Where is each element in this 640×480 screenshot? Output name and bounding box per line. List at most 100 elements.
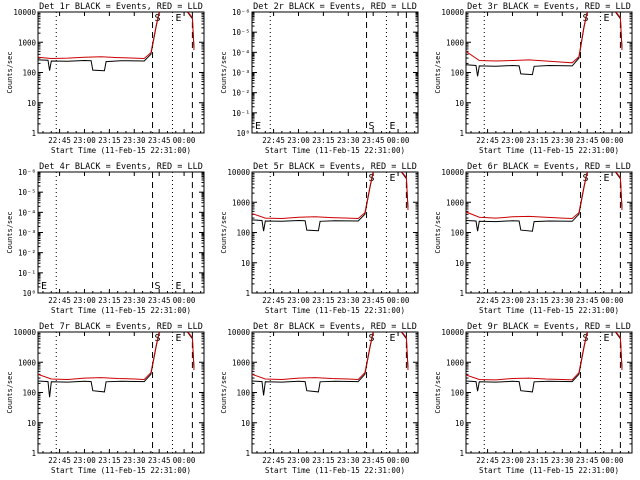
- y-tick-label: 10000: [441, 168, 464, 177]
- y-tick-label: 1: [459, 289, 464, 298]
- plot-frame: [251, 171, 419, 294]
- x-tick-label: 23:00: [287, 296, 310, 305]
- y-tick-label: 1000: [18, 358, 37, 367]
- y-tick-label: 100: [236, 389, 250, 398]
- x-tick-label: 00:00: [173, 296, 196, 305]
- marker-label-e: E: [603, 333, 609, 344]
- x-tick-label: 23:45: [576, 136, 599, 145]
- y-tick-label: 10⁰: [22, 289, 36, 298]
- x-tick-label: 23:45: [362, 296, 385, 305]
- lld-series-line: [466, 332, 623, 381]
- y-tick-label: 100: [236, 229, 250, 238]
- x-tick-label: 23:15: [312, 136, 335, 145]
- y-tick-label: 1000: [446, 38, 465, 47]
- y-tick-label: 10⁻¹: [232, 109, 250, 118]
- marker-label-e: E: [603, 173, 609, 184]
- x-tick-label: 23:45: [148, 296, 171, 305]
- panel-title: Det 8r BLACK = Events, RED = LLD: [253, 322, 417, 332]
- x-axis-label: Start Time (11-Feb-15 22:31:00): [51, 306, 191, 315]
- x-tick-label: 22:45: [262, 456, 285, 465]
- x-tick-label: 00:00: [173, 136, 196, 145]
- panel-title: Det 4r BLACK = Events, RED = LLD: [39, 162, 203, 172]
- x-tick-label: 22:45: [48, 296, 71, 305]
- panel-title: Det 5r BLACK = Events, RED = LLD: [253, 162, 417, 172]
- panel-title: Det 3r BLACK = Events, RED = LLD: [467, 2, 631, 12]
- x-tick-label: 23:30: [337, 136, 360, 145]
- x-tick-label: 00:00: [387, 296, 410, 305]
- plot-frame: [465, 11, 633, 134]
- x-tick-label: 23:30: [123, 296, 146, 305]
- x-axis-label: Start Time (11-Feb-15 22:31:00): [479, 306, 619, 315]
- plot-frame: [37, 11, 205, 134]
- y-axis-label: Counts/sec: [434, 51, 442, 93]
- x-axis-label: Start Time (11-Feb-15 22:31:00): [265, 146, 405, 155]
- x-tick-label: 23:15: [98, 456, 121, 465]
- plot-frame: [37, 331, 205, 454]
- y-tick-label: 10: [241, 259, 251, 268]
- y-tick-label: 10⁻⁶: [18, 168, 36, 177]
- marker-label-s: S: [369, 121, 375, 132]
- events-series-line: [252, 172, 409, 232]
- x-tick-label: 23:45: [362, 456, 385, 465]
- panel-det-3: Det 3r BLACK = Events, RED = LLD 22:45 23:…: [434, 2, 633, 155]
- x-tick-label: 23:15: [312, 456, 335, 465]
- y-tick-label: 10000: [227, 328, 250, 337]
- y-axis-label: Counts/sec: [6, 51, 14, 93]
- y-tick-label: 1: [31, 449, 36, 458]
- y-tick-label: 1000: [446, 198, 465, 207]
- y-tick-label: 1000: [18, 38, 37, 47]
- y-tick-label: 1000: [446, 358, 465, 367]
- x-tick-label: 23:15: [98, 136, 121, 145]
- x-tick-label: 23:00: [73, 136, 96, 145]
- x-tick-label: 23:30: [551, 456, 574, 465]
- x-tick-label: 22:45: [262, 296, 285, 305]
- y-tick-label: 1000: [232, 198, 251, 207]
- x-tick-label: 00:00: [601, 456, 624, 465]
- y-tick-label: 10⁰: [236, 129, 250, 138]
- y-tick-label: 10: [455, 419, 465, 428]
- x-tick-label: 23:45: [362, 136, 385, 145]
- marker-label-e: E: [389, 121, 395, 132]
- x-tick-label: 22:45: [262, 136, 285, 145]
- y-tick-label: 1: [31, 129, 36, 138]
- x-tick-label: 23:15: [526, 136, 549, 145]
- y-axis-label: Counts/sec: [220, 371, 228, 413]
- plot-frame: [465, 171, 633, 294]
- y-tick-label: 100: [450, 389, 464, 398]
- y-tick-label: 10: [455, 259, 465, 268]
- y-tick-label: 10⁻⁶: [232, 8, 250, 17]
- y-tick-label: 1: [245, 289, 250, 298]
- x-tick-label: 23:30: [123, 456, 146, 465]
- x-tick-label: 00:00: [387, 136, 410, 145]
- y-tick-label: 100: [450, 229, 464, 238]
- y-tick-label: 10: [455, 99, 465, 108]
- y-tick-label: 10000: [441, 8, 464, 17]
- y-tick-label: 10⁻³: [18, 229, 36, 238]
- x-tick-label: 23:30: [337, 296, 360, 305]
- x-tick-label: 23:30: [337, 456, 360, 465]
- marker-label-e: E: [389, 333, 395, 344]
- y-tick-label: 1000: [232, 358, 251, 367]
- x-tick-label: 22:45: [48, 456, 71, 465]
- x-axis-label: Start Time (11-Feb-15 22:31:00): [479, 146, 619, 155]
- lld-series-line: [252, 172, 409, 220]
- panel-title: Det 6r BLACK = Events, RED = LLD: [467, 162, 631, 172]
- events-series-line: [466, 12, 623, 77]
- y-tick-label: 10⁻¹: [18, 269, 36, 278]
- plot-frame: [37, 171, 205, 294]
- marker-label-e: E: [41, 281, 47, 292]
- lld-series-line: [38, 332, 195, 381]
- panel-det-8: Det 8r BLACK = Events, RED = LLD 22:45 23:…: [220, 322, 419, 475]
- y-tick-label: 10000: [13, 328, 36, 337]
- x-tick-label: 22:45: [476, 136, 499, 145]
- lld-series-line: [252, 332, 409, 381]
- y-tick-label: 10: [27, 99, 37, 108]
- x-tick-label: 23:30: [551, 136, 574, 145]
- x-tick-label: 23:45: [148, 136, 171, 145]
- plot-frame: [251, 11, 419, 134]
- x-tick-label: 23:15: [312, 296, 335, 305]
